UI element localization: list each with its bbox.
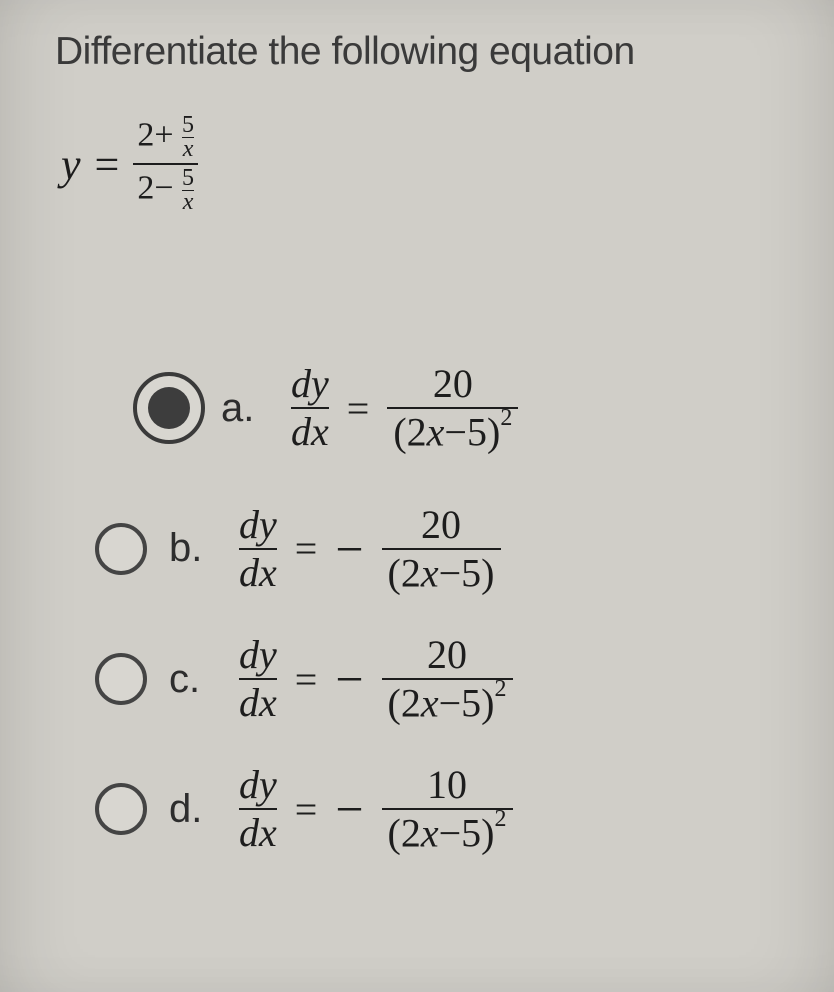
- letter-c: c.: [169, 657, 217, 702]
- question-text: Differentiate the following equation: [55, 30, 794, 74]
- rhs-num: 20: [427, 364, 479, 404]
- dx: dx: [239, 813, 277, 853]
- radio-b[interactable]: [95, 523, 147, 575]
- small-frac-bot: 5 x: [182, 167, 194, 214]
- worksheet-page: Differentiate the following equation y =…: [0, 0, 834, 992]
- rhs-num: 20: [415, 505, 467, 545]
- lhs-y: y: [61, 139, 81, 190]
- option-c[interactable]: c. dy dx = − 20 (2x−5)2: [95, 635, 794, 723]
- rhs-num: 10: [421, 765, 473, 805]
- eq: =: [347, 385, 370, 432]
- rhs-den: (2x−5)2: [382, 683, 513, 723]
- option-a[interactable]: a. dy dx = 20 (2x−5)2: [133, 364, 794, 452]
- small-num: 5: [182, 167, 194, 190]
- rhs-den: (2x−5)2: [387, 412, 518, 452]
- given-equation: y = 2+ 5 x 2− 5 x: [61, 114, 794, 214]
- den-whole: 2−: [137, 169, 173, 206]
- small-den: x: [183, 191, 194, 214]
- options-group: a. dy dx = 20 (2x−5)2 b.: [95, 364, 794, 853]
- letter-d: d.: [169, 787, 217, 832]
- radio-d[interactable]: [95, 783, 147, 835]
- option-b[interactable]: b. dy dx = − 20 (2x−5): [95, 505, 794, 593]
- math-b: dy dx = − 20 (2x−5): [239, 505, 501, 593]
- rhs-den: (2x−5)2: [382, 813, 513, 853]
- letter-b: b.: [169, 526, 217, 571]
- dx: dx: [239, 683, 277, 723]
- option-d[interactable]: d. dy dx = − 10 (2x−5)2: [95, 765, 794, 853]
- dy: dy: [239, 635, 277, 675]
- radio-a[interactable]: [133, 372, 205, 444]
- num-whole: 2+: [137, 116, 173, 153]
- dx: dx: [239, 553, 277, 593]
- rhs-num: 20: [421, 635, 473, 675]
- radio-c[interactable]: [95, 653, 147, 705]
- small-num: 5: [182, 114, 194, 137]
- denominator: 2− 5 x: [133, 167, 198, 214]
- equals: =: [95, 139, 120, 190]
- eq: =: [295, 525, 318, 572]
- numerator: 2+ 5 x: [133, 114, 198, 161]
- math-c: dy dx = − 20 (2x−5)2: [239, 635, 513, 723]
- eq: =: [295, 656, 318, 703]
- eq: =: [295, 786, 318, 833]
- math-d: dy dx = − 10 (2x−5)2: [239, 765, 513, 853]
- rhs-den: (2x−5): [382, 553, 501, 593]
- small-frac-top: 5 x: [182, 114, 194, 161]
- math-a: dy dx = 20 (2x−5)2: [291, 364, 518, 452]
- dx: dx: [291, 412, 329, 452]
- dy: dy: [239, 765, 277, 805]
- dy: dy: [239, 505, 277, 545]
- letter-a: a.: [221, 386, 269, 431]
- main-fraction: 2+ 5 x 2− 5 x: [133, 114, 198, 214]
- dy: dy: [291, 364, 329, 404]
- small-den: x: [183, 138, 194, 161]
